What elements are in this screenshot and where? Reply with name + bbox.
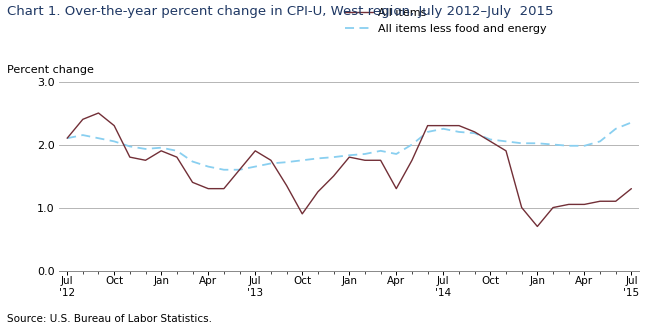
All items xyxy=(361,158,369,162)
All items xyxy=(173,155,181,159)
All items less food and energy xyxy=(596,140,604,143)
All items less food and energy xyxy=(142,147,150,151)
All items less food and energy xyxy=(408,142,416,146)
All items less food and energy xyxy=(173,149,181,153)
All items xyxy=(283,184,291,187)
All items xyxy=(440,124,447,127)
All items xyxy=(565,202,573,206)
All items xyxy=(392,187,400,191)
All items xyxy=(204,187,212,191)
All items less food and energy xyxy=(236,168,244,172)
All items xyxy=(502,149,510,153)
All items less food and energy xyxy=(502,140,510,143)
Legend: All items, All items less food and energy: All items, All items less food and energ… xyxy=(345,7,547,34)
All items less food and energy xyxy=(251,165,259,169)
All items xyxy=(314,190,322,194)
All items xyxy=(188,180,196,184)
All items xyxy=(486,140,494,143)
All items less food and energy xyxy=(549,142,557,146)
All items xyxy=(63,136,71,140)
All items less food and energy xyxy=(314,156,322,160)
All items less food and energy xyxy=(533,141,541,145)
All items xyxy=(126,155,134,159)
All items less food and energy xyxy=(565,144,573,148)
Text: Chart 1. Over-the-year percent change in CPI-U, West region, July 2012–July  201: Chart 1. Over-the-year percent change in… xyxy=(7,5,553,18)
Line: All items: All items xyxy=(67,113,631,227)
All items xyxy=(267,158,275,162)
All items less food and energy xyxy=(267,161,275,165)
All items xyxy=(79,117,87,121)
All items less food and energy xyxy=(424,130,432,134)
All items xyxy=(612,199,619,203)
All items less food and energy xyxy=(392,152,400,156)
All items less food and energy xyxy=(63,136,71,140)
Line: All items less food and energy: All items less food and energy xyxy=(67,123,631,170)
Text: Source: U.S. Bureau of Labor Statistics.: Source: U.S. Bureau of Labor Statistics. xyxy=(7,314,212,324)
All items less food and energy xyxy=(188,160,196,164)
All items xyxy=(299,212,306,216)
All items xyxy=(424,124,432,127)
All items less food and energy xyxy=(581,144,588,148)
All items xyxy=(518,206,526,210)
All items less food and energy xyxy=(627,121,635,125)
All items less food and energy xyxy=(299,158,306,162)
All items xyxy=(220,187,228,191)
All items xyxy=(549,206,557,210)
All items less food and energy xyxy=(345,153,353,157)
All items less food and energy xyxy=(220,168,228,172)
All items less food and energy xyxy=(94,136,102,140)
All items less food and energy xyxy=(330,155,337,159)
All items xyxy=(158,149,165,153)
All items less food and energy xyxy=(283,160,291,164)
All items xyxy=(236,168,244,172)
All items xyxy=(581,202,588,206)
Text: Percent change: Percent change xyxy=(7,65,94,75)
All items xyxy=(533,225,541,229)
All items less food and energy xyxy=(377,149,385,153)
All items xyxy=(345,155,353,159)
All items xyxy=(627,187,635,191)
All items xyxy=(330,174,337,178)
All items less food and energy xyxy=(455,130,463,134)
All items less food and energy xyxy=(612,127,619,131)
All items xyxy=(110,124,118,127)
All items xyxy=(408,158,416,162)
All items less food and energy xyxy=(486,138,494,141)
All items less food and energy xyxy=(361,152,369,156)
All items less food and energy xyxy=(440,127,447,131)
All items less food and energy xyxy=(158,146,165,150)
All items xyxy=(142,158,150,162)
All items xyxy=(455,124,463,127)
All items less food and energy xyxy=(126,144,134,148)
All items xyxy=(94,111,102,115)
All items less food and energy xyxy=(204,165,212,169)
All items less food and energy xyxy=(471,131,478,135)
All items less food and energy xyxy=(518,141,526,145)
All items less food and energy xyxy=(110,140,118,143)
All items xyxy=(377,158,385,162)
All items xyxy=(251,149,259,153)
All items less food and energy xyxy=(79,133,87,137)
All items xyxy=(471,130,478,134)
All items xyxy=(596,199,604,203)
